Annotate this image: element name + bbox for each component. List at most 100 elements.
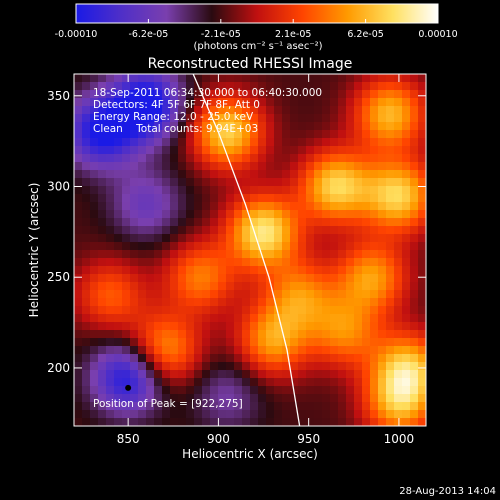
- heatmap-cell: [330, 98, 339, 107]
- heatmap-cell: [386, 378, 395, 387]
- heatmap-cell: [258, 410, 267, 419]
- heatmap-cell: [122, 402, 131, 411]
- heatmap-cell: [402, 386, 411, 395]
- heatmap-cell: [82, 282, 91, 291]
- heatmap-cell: [306, 346, 315, 355]
- heatmap-cell: [282, 202, 291, 211]
- heatmap-cell: [226, 386, 235, 395]
- heatmap-cell: [202, 226, 211, 235]
- heatmap-cell: [138, 146, 147, 155]
- heatmap-cell: [250, 178, 259, 187]
- heatmap-cell: [138, 74, 147, 83]
- heatmap-cell: [98, 306, 107, 315]
- heatmap-cell: [330, 218, 339, 227]
- heatmap-cell: [186, 298, 195, 307]
- heatmap-cell: [122, 82, 131, 91]
- heatmap-cell: [410, 98, 419, 107]
- heatmap-cell: [346, 338, 355, 347]
- heatmap-cell: [242, 234, 251, 243]
- heatmap-cell: [386, 138, 395, 147]
- heatmap-cell: [202, 322, 211, 331]
- heatmap-cell: [194, 290, 203, 299]
- heatmap-cell: [138, 98, 147, 107]
- heatmap-cell: [242, 370, 251, 379]
- heatmap-cell: [354, 90, 363, 99]
- heatmap-cell: [306, 330, 315, 339]
- heatmap-cell: [98, 162, 107, 171]
- heatmap-cell: [322, 290, 331, 299]
- heatmap-cell: [378, 322, 387, 331]
- heatmap-cell: [314, 98, 323, 107]
- heatmap-cell: [106, 218, 115, 227]
- heatmap-cell: [298, 370, 307, 379]
- heatmap-cell: [282, 402, 291, 411]
- heatmap-cell: [314, 378, 323, 387]
- heatmap-cell: [210, 234, 219, 243]
- heatmap-cell: [298, 82, 307, 91]
- heatmap-cell: [402, 282, 411, 291]
- heatmap-cell: [418, 290, 426, 299]
- heatmap-cell: [106, 146, 115, 155]
- heatmap-cell: [290, 90, 299, 99]
- heatmap-cell: [330, 338, 339, 347]
- heatmap-cell: [338, 266, 347, 275]
- heatmap-cell: [362, 370, 371, 379]
- heatmap-cell: [266, 314, 275, 323]
- heatmap-cell: [266, 386, 275, 395]
- heatmap-cell: [306, 386, 315, 395]
- heatmap-cell: [226, 90, 235, 99]
- heatmap-cell: [114, 290, 123, 299]
- heatmap-cell: [250, 234, 259, 243]
- heatmap-cell: [138, 274, 147, 283]
- heatmap-cell: [322, 362, 331, 371]
- heatmap-cell: [290, 258, 299, 267]
- heatmap-cell: [370, 338, 379, 347]
- y-tick-label: 350: [47, 89, 70, 103]
- heatmap-cell: [210, 114, 219, 123]
- heatmap-cell: [194, 402, 203, 411]
- heatmap-cell: [234, 130, 243, 139]
- colorbar-tick-label: -6.2e-05: [128, 29, 168, 40]
- heatmap-cell: [330, 354, 339, 363]
- heatmap-cell: [226, 282, 235, 291]
- heatmap-cell: [74, 194, 83, 203]
- heatmap-cell: [418, 338, 426, 347]
- heatmap-cell: [162, 322, 171, 331]
- heatmap-cell: [346, 234, 355, 243]
- heatmap-cell: [122, 218, 131, 227]
- info-block: 18-Sep-2011 06:34:30.000 to 06:40:30.000…: [93, 87, 322, 135]
- heatmap-cell: [402, 250, 411, 259]
- heatmap-cell: [170, 378, 179, 387]
- heatmap-cell: [418, 298, 426, 307]
- heatmap-cell: [122, 130, 131, 139]
- heatmap-cell: [122, 194, 131, 203]
- heatmap-cell: [90, 170, 99, 179]
- heatmap-cell: [418, 218, 426, 227]
- heatmap-cell: [242, 378, 251, 387]
- heatmap-cell: [378, 90, 387, 99]
- heatmap-cell: [74, 250, 83, 259]
- heatmap-cell: [130, 346, 139, 355]
- heatmap-cell: [138, 130, 147, 139]
- heatmap-cell: [114, 410, 123, 419]
- heatmap-cell: [274, 314, 283, 323]
- heatmap-cell: [298, 218, 307, 227]
- heatmap-cell: [362, 306, 371, 315]
- heatmap-cell: [346, 370, 355, 379]
- heatmap-cell: [306, 178, 315, 187]
- heatmap-cell: [170, 322, 179, 331]
- heatmap-cell: [90, 394, 99, 403]
- heatmap-cell: [266, 98, 275, 107]
- heatmap-cell: [194, 178, 203, 187]
- heatmap-cell: [178, 298, 187, 307]
- heatmap-cell: [306, 418, 315, 426]
- heatmap-cell: [330, 170, 339, 179]
- heatmap-cell: [378, 402, 387, 411]
- heatmap-cell: [258, 170, 267, 179]
- heatmap-cell: [314, 402, 323, 411]
- heatmap-cell: [170, 170, 179, 179]
- heatmap-cell: [74, 186, 83, 195]
- heatmap-cell: [74, 362, 83, 371]
- heatmap-cell: [378, 210, 387, 219]
